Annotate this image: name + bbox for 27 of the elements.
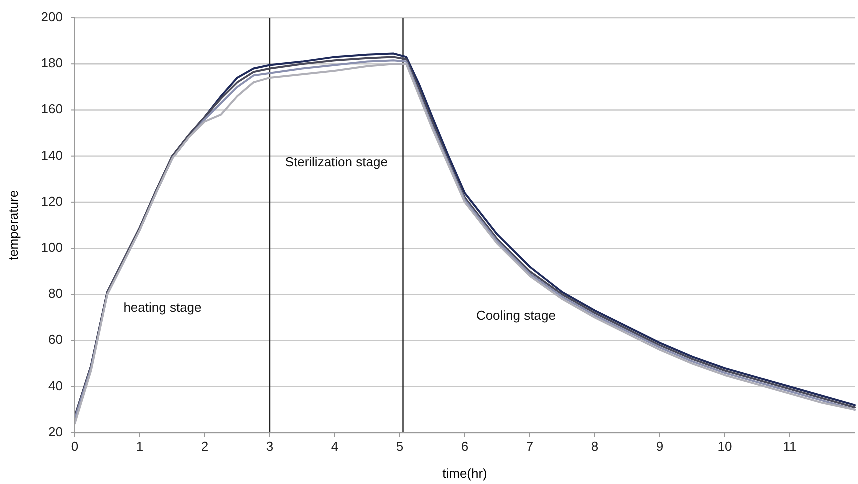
annotation: Sterilization stage	[285, 154, 388, 170]
y-tick-label: 40	[48, 378, 63, 394]
x-axis-title: time(hr)	[442, 466, 488, 481]
y-tick-label: 20	[48, 424, 63, 440]
y-tick-label: 60	[48, 332, 63, 348]
x-tick-label: 8	[591, 439, 599, 454]
x-tick-label: 0	[71, 439, 79, 454]
x-tick-label: 3	[266, 439, 274, 454]
x-tick-label: 5	[396, 439, 404, 454]
x-tick-label: 2	[201, 439, 209, 454]
y-tick-label: 140	[41, 148, 63, 163]
y-tick-label: 180	[41, 56, 63, 71]
annotation: Cooling stage	[476, 308, 556, 324]
x-tick-label: 7	[526, 439, 534, 454]
y-tick-label: 120	[41, 194, 63, 209]
x-tick-label: 1	[136, 439, 144, 454]
x-tick-label: 9	[656, 439, 664, 454]
x-tick-label: 6	[461, 439, 469, 454]
annotation: heating stage	[124, 300, 202, 315]
y-tick-label: 160	[41, 102, 63, 117]
x-tick-label: 11	[783, 439, 797, 454]
y-axis-title: temperature	[6, 190, 21, 261]
x-tick-label: 10	[718, 439, 732, 454]
y-tick-label: 80	[48, 286, 63, 302]
y-tick-label: 100	[41, 240, 63, 255]
y-tick-label: 200	[41, 9, 63, 24]
x-tick-label: 4	[331, 439, 339, 454]
